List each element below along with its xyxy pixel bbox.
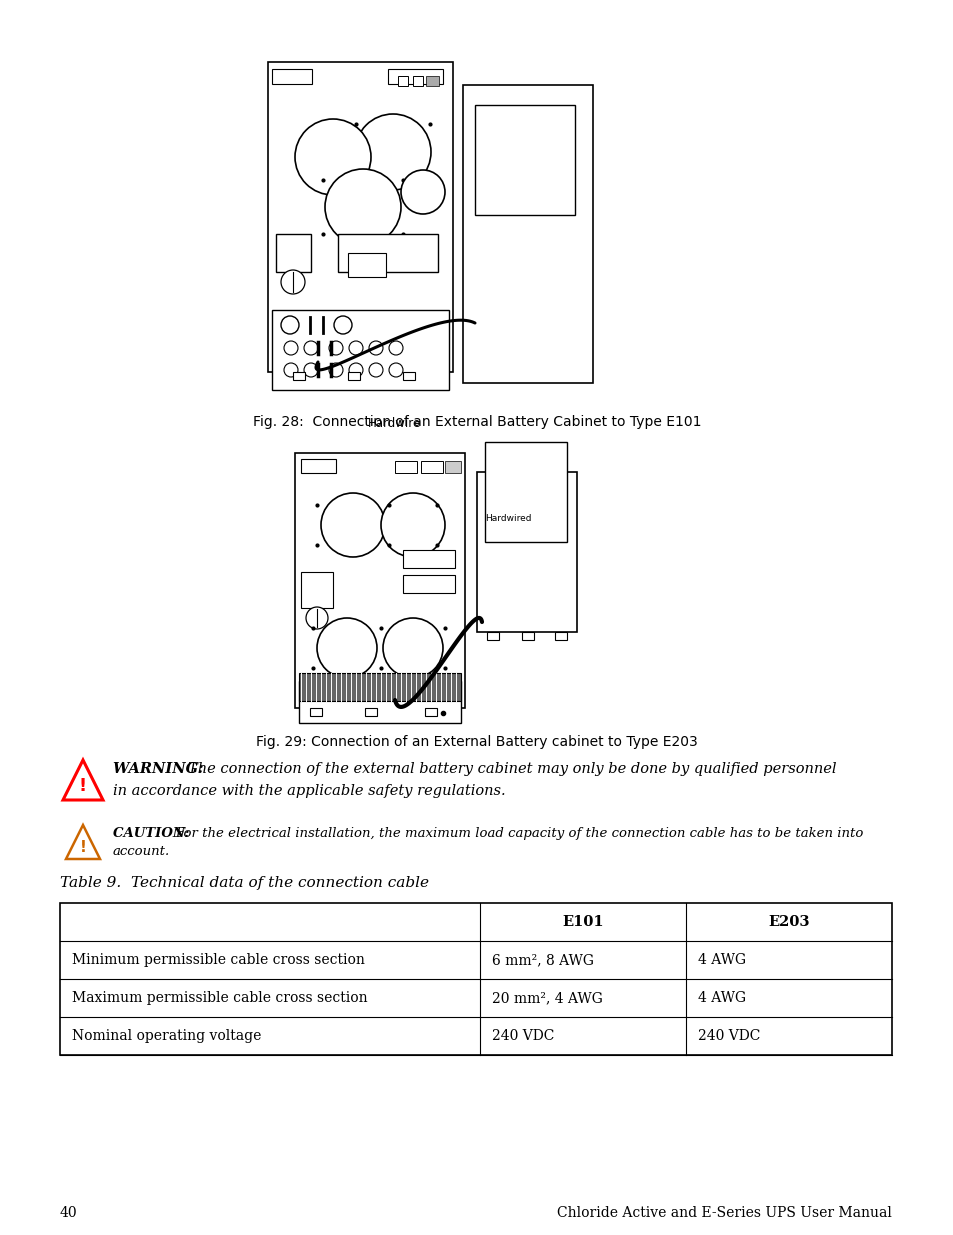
- Circle shape: [389, 341, 402, 354]
- Circle shape: [320, 493, 385, 557]
- Circle shape: [316, 618, 376, 678]
- Circle shape: [382, 618, 442, 678]
- Bar: [60, 903, 891, 1055]
- Circle shape: [281, 270, 305, 294]
- Bar: [294, 453, 464, 708]
- Text: 20 mm², 4 AWG: 20 mm², 4 AWG: [492, 990, 602, 1005]
- Bar: [475, 105, 575, 215]
- Text: 40: 40: [60, 1207, 77, 1220]
- Text: E101: E101: [561, 915, 603, 929]
- Bar: [388, 69, 442, 84]
- Text: For the electrical installation, the maximum load capacity of the connection cab: For the electrical installation, the max…: [174, 827, 862, 840]
- Text: 6 mm², 8 AWG: 6 mm², 8 AWG: [492, 953, 594, 967]
- Circle shape: [329, 363, 343, 377]
- Bar: [310, 708, 322, 716]
- Bar: [397, 77, 408, 86]
- Bar: [426, 77, 438, 86]
- Text: E203: E203: [767, 915, 809, 929]
- Circle shape: [281, 316, 298, 333]
- Text: Chloride Active and E-Series UPS User Manual: Chloride Active and E-Series UPS User Ma…: [557, 1207, 891, 1220]
- Bar: [484, 442, 566, 542]
- Circle shape: [304, 341, 317, 354]
- Text: CAUTION:: CAUTION:: [112, 827, 193, 840]
- Bar: [348, 253, 386, 277]
- Bar: [293, 372, 305, 380]
- Circle shape: [389, 363, 402, 377]
- Circle shape: [306, 606, 328, 629]
- Circle shape: [355, 114, 431, 190]
- Bar: [402, 550, 455, 568]
- Circle shape: [380, 493, 444, 557]
- Text: 240 VDC: 240 VDC: [492, 1029, 554, 1044]
- Text: in accordance with the applicable safety regulations.: in accordance with the applicable safety…: [112, 784, 505, 798]
- Text: Maximum permissible cable cross section: Maximum permissible cable cross section: [71, 990, 367, 1005]
- Circle shape: [284, 341, 297, 354]
- Bar: [365, 708, 376, 716]
- Bar: [268, 62, 453, 372]
- Bar: [424, 708, 436, 716]
- Text: Table 9.  Technical data of the connection cable: Table 9. Technical data of the connectio…: [60, 876, 429, 890]
- Bar: [272, 310, 449, 390]
- Circle shape: [400, 170, 444, 214]
- Bar: [462, 85, 593, 383]
- Text: Hardwired: Hardwired: [484, 514, 531, 522]
- Text: account.: account.: [112, 845, 170, 858]
- Bar: [402, 576, 455, 593]
- Circle shape: [329, 341, 343, 354]
- Text: Hardwire: Hardwire: [368, 417, 421, 430]
- Circle shape: [349, 363, 363, 377]
- Bar: [337, 233, 437, 272]
- Bar: [444, 461, 460, 473]
- Bar: [298, 673, 460, 701]
- Circle shape: [369, 341, 382, 354]
- Text: 4 AWG: 4 AWG: [698, 990, 745, 1005]
- Bar: [272, 69, 312, 84]
- Bar: [420, 461, 442, 473]
- Bar: [298, 680, 460, 722]
- Text: !: !: [79, 840, 87, 855]
- Polygon shape: [66, 825, 100, 860]
- Text: The connection of the external battery cabinet may only be done by qualified per: The connection of the external battery c…: [188, 762, 836, 776]
- Circle shape: [349, 341, 363, 354]
- Text: Fig. 28:  Connection of an External Battery Cabinet to Type E101: Fig. 28: Connection of an External Batte…: [253, 415, 700, 429]
- Polygon shape: [63, 760, 103, 800]
- Circle shape: [304, 363, 317, 377]
- Text: 240 VDC: 240 VDC: [698, 1029, 760, 1044]
- Text: !: !: [79, 777, 87, 795]
- Text: Fig. 29: Connection of an External Battery cabinet to Type E203: Fig. 29: Connection of an External Batte…: [255, 735, 698, 748]
- Bar: [275, 233, 311, 272]
- Bar: [402, 372, 415, 380]
- Bar: [413, 77, 422, 86]
- Circle shape: [325, 169, 400, 245]
- Text: 4 AWG: 4 AWG: [698, 953, 745, 967]
- Circle shape: [334, 316, 352, 333]
- Bar: [486, 632, 498, 640]
- Circle shape: [294, 119, 371, 195]
- Circle shape: [369, 363, 382, 377]
- Text: WARNING:: WARNING:: [112, 762, 209, 776]
- Text: Minimum permissible cable cross section: Minimum permissible cable cross section: [71, 953, 364, 967]
- Bar: [521, 632, 534, 640]
- Text: Nominal operating voltage: Nominal operating voltage: [71, 1029, 261, 1044]
- Bar: [301, 572, 333, 608]
- Bar: [348, 372, 359, 380]
- Circle shape: [284, 363, 297, 377]
- Bar: [395, 461, 416, 473]
- Bar: [476, 472, 577, 632]
- Bar: [301, 459, 335, 473]
- Bar: [555, 632, 566, 640]
